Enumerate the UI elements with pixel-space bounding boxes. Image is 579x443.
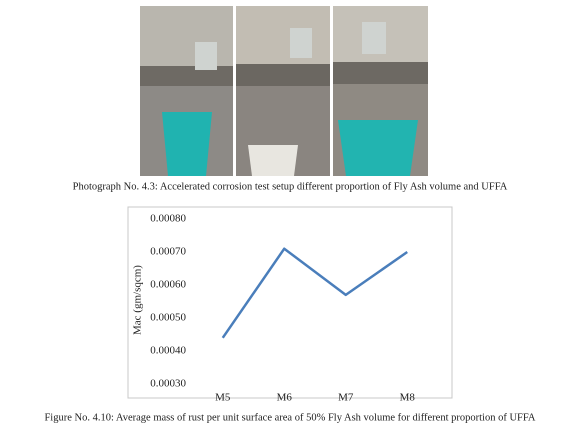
y-tick-label: 0.00060 <box>150 279 186 291</box>
y-tick-label: 0.00040 <box>150 345 186 357</box>
photo-device <box>195 42 217 70</box>
y-tick-label: 0.00080 <box>150 213 186 225</box>
photo-device <box>362 22 386 54</box>
chart: 0.00030 0.00040 0.00050 0.00060 0.00070 0.000… <box>150 213 415 404</box>
y-axis-label: Mac (gm/sqcm) <box>132 265 144 335</box>
figure-caption: Figure No. 4.10: Average mass of rust pe… <box>44 412 535 423</box>
chart-frame <box>127 206 453 399</box>
y-tick-label: 0.00030 <box>150 378 186 390</box>
x-tick-label: M8 <box>400 392 416 404</box>
photo-wall <box>140 6 233 66</box>
y-tick-label: 0.00050 <box>150 312 186 324</box>
x-tick-label: M7 <box>338 392 354 404</box>
photo-device <box>290 28 312 58</box>
photo-wall <box>236 6 330 64</box>
photo-bench <box>236 64 330 86</box>
photo-bucket <box>338 120 418 176</box>
y-tick-label: 0.00070 <box>150 246 186 258</box>
photo-bucket <box>162 112 212 176</box>
photo-caption: Photograph No. 4.3: Accelerated corrosio… <box>73 181 508 192</box>
photo-bench <box>140 66 233 86</box>
x-tick-label: M6 <box>277 392 293 404</box>
photo-bucket <box>248 145 298 176</box>
photo-bench <box>333 62 428 84</box>
photographs <box>140 6 428 176</box>
line-series <box>221 247 408 339</box>
x-tick-label: M5 <box>215 392 231 404</box>
